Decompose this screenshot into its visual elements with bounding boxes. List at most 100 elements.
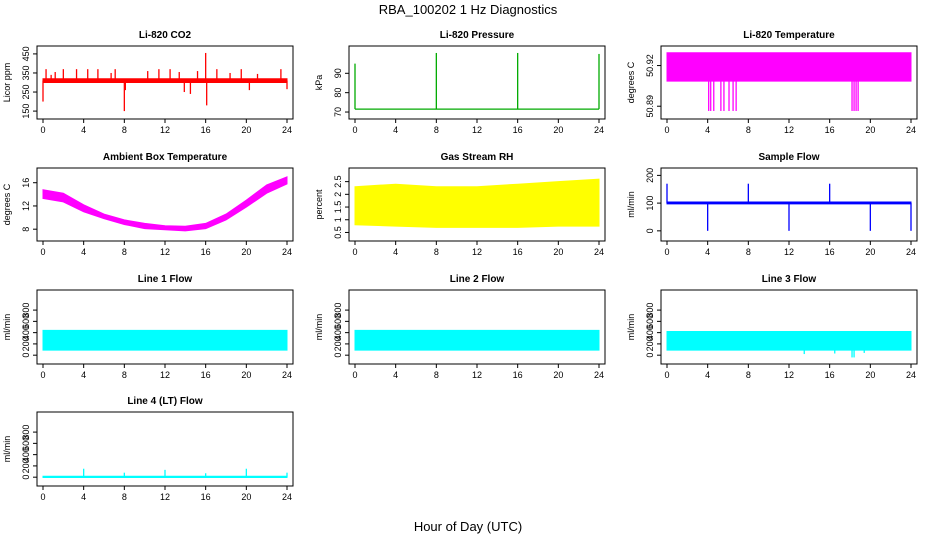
y-tick-label: 0 (645, 228, 655, 233)
y-axis-label: ml/min (626, 314, 636, 341)
x-tick-label: 8 (434, 247, 439, 257)
x-tick-label: 16 (825, 125, 835, 135)
y-axis-label: ml/min (626, 191, 636, 218)
x-tick-label: 0 (40, 492, 45, 502)
x-tick-label: 24 (906, 247, 916, 257)
chart-panel: Li-820 Pressure kPa 0 4 8 12 16 20 24 70 80 90 (314, 30, 606, 135)
chart-panel: Li-820 Temperature degrees C 0 4 8 12 16 20 24 50… (626, 30, 918, 135)
y-tick-label: 1 (333, 217, 343, 222)
y-tick-label: 350 (21, 65, 31, 80)
x-tick-label: 16 (825, 370, 835, 380)
x-tick-label: 8 (122, 247, 127, 257)
y-tick-label: 400 (645, 325, 655, 340)
series-band (666, 331, 912, 351)
chart-panel: Line 3 Flow ml/min 0 4 8 12 16 20 24 0 20040060080… (626, 274, 918, 380)
chart-panel: Gas Stream RH percent 0 4 8 12 16 20 24 0.5 1 1.5 2 2… (314, 152, 606, 257)
x-tick-label: 24 (594, 247, 604, 257)
panel-title: Li-820 Pressure (440, 30, 515, 41)
y-tick-label: 450 (21, 46, 31, 61)
x-tick-label: 20 (241, 492, 251, 502)
plot-frame (660, 289, 918, 365)
x-tick-label: 8 (122, 370, 127, 380)
x-tick-label: 12 (160, 492, 170, 502)
y-tick-label: 200 (333, 336, 343, 351)
chart-panel: Ambient Box Temperature degrees C 0 4 8 12 16 2… (2, 152, 294, 257)
x-tick-label: 12 (472, 125, 482, 135)
y-axis-label: percent (314, 189, 324, 220)
y-tick-label: 200 (21, 336, 31, 351)
y-tick-label: 200 (645, 336, 655, 351)
y-tick-label: 400 (21, 447, 31, 462)
x-tick-label: 20 (865, 370, 875, 380)
y-axis-label: ml/min (314, 314, 324, 341)
series-band (42, 78, 288, 83)
x-tick-label: 8 (746, 370, 751, 380)
x-tick-label: 20 (865, 247, 875, 257)
y-tick-label: 800 (645, 303, 655, 318)
figure-xlabel: Hour of Day (UTC) (414, 519, 522, 534)
y-axis-label: degrees C (2, 183, 12, 225)
panel-title: Line 3 Flow (762, 274, 817, 285)
panel-title: Line 4 (LT) Flow (127, 396, 203, 407)
x-tick-label: 16 (513, 370, 523, 380)
x-tick-label: 4 (81, 247, 86, 257)
x-tick-label: 0 (352, 125, 357, 135)
x-tick-label: 0 (664, 125, 669, 135)
x-tick-label: 4 (393, 125, 398, 135)
x-tick-label: 20 (241, 370, 251, 380)
series-band (42, 176, 288, 232)
chart-panel: Line 1 Flow ml/min 0 4 8 12 16 20 24 0 20040060080… (2, 274, 294, 380)
x-tick-label: 16 (201, 125, 211, 135)
chart-panel: Li-820 CO2 Licor ppm 0 4 8 12 16 20 24 150 250 350 4… (2, 30, 294, 135)
x-tick-label: 12 (160, 125, 170, 135)
x-tick-label: 12 (784, 125, 794, 135)
y-tick-label: 600 (21, 436, 31, 451)
y-tick-label: 100 (645, 196, 655, 211)
y-tick-label: 8 (21, 227, 31, 232)
x-tick-label: 24 (594, 125, 604, 135)
x-tick-label: 8 (122, 125, 127, 135)
y-tick-label: 200 (645, 168, 655, 183)
y-tick-label: 80 (333, 88, 343, 98)
x-tick-label: 24 (282, 492, 292, 502)
x-tick-label: 4 (81, 125, 86, 135)
series-band (666, 52, 912, 82)
x-tick-label: 0 (40, 247, 45, 257)
plot-frame (36, 289, 294, 365)
chart-panel: Line 2 Flow ml/min 0 4 8 12 16 20 24 0 20040060080… (314, 274, 606, 380)
y-axis-label: ml/min (2, 314, 12, 341)
y-tick-label: 600 (21, 314, 31, 329)
y-tick-label: 0 (21, 475, 31, 480)
x-tick-label: 8 (122, 492, 127, 502)
x-tick-label: 0 (40, 125, 45, 135)
y-tick-label: 800 (333, 303, 343, 318)
x-tick-label: 4 (81, 492, 86, 502)
y-tick-label: 50.89 (645, 95, 655, 118)
x-tick-label: 16 (825, 247, 835, 257)
y-axis-label: ml/min (2, 436, 12, 463)
y-tick-label: 400 (21, 325, 31, 340)
y-tick-label: 250 (21, 85, 31, 100)
y-axis-label: Licor ppm (2, 63, 12, 103)
x-tick-label: 0 (664, 370, 669, 380)
x-tick-label: 0 (664, 247, 669, 257)
y-tick-label: 0 (645, 353, 655, 358)
x-tick-label: 24 (282, 370, 292, 380)
x-tick-label: 16 (201, 247, 211, 257)
chart-panel: Line 4 (LT) Flow ml/min 0 4 8 12 16 20 24 0 200400… (2, 396, 294, 502)
panel-title: Li-820 Temperature (743, 30, 835, 41)
x-tick-label: 8 (434, 125, 439, 135)
y-tick-label: 800 (21, 425, 31, 440)
y-tick-label: 0 (333, 353, 343, 358)
x-tick-label: 12 (472, 247, 482, 257)
x-tick-label: 20 (553, 370, 563, 380)
x-tick-label: 8 (434, 370, 439, 380)
x-tick-label: 24 (906, 125, 916, 135)
x-tick-label: 12 (784, 370, 794, 380)
series-band (354, 178, 600, 228)
x-tick-label: 24 (282, 125, 292, 135)
x-tick-label: 8 (746, 125, 751, 135)
x-tick-label: 20 (241, 125, 251, 135)
x-tick-label: 24 (282, 247, 292, 257)
